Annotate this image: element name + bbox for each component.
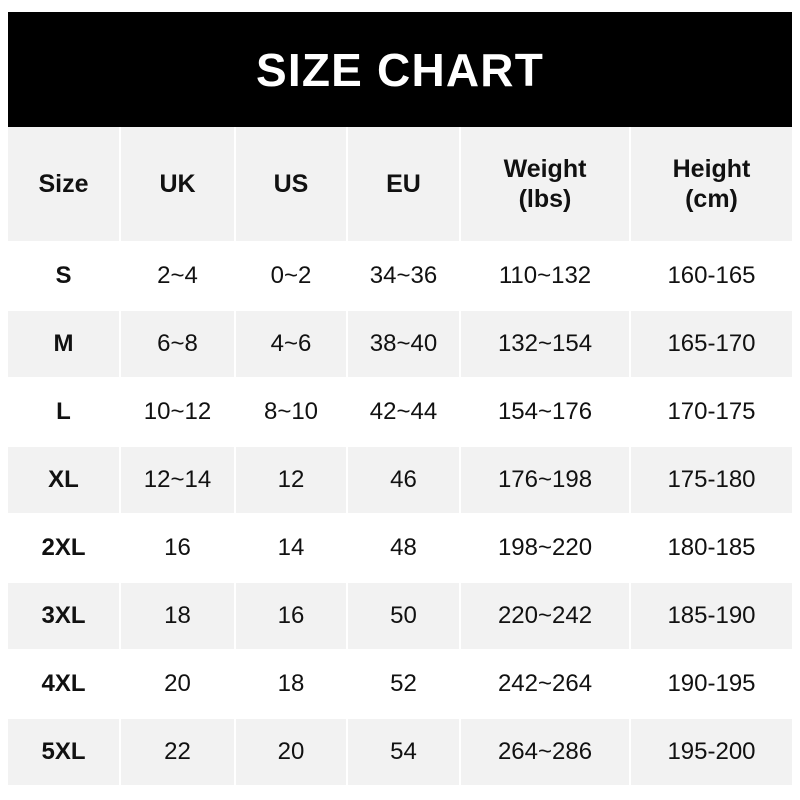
cell-weight: 110~132: [460, 242, 631, 311]
column-header-us-label: US: [273, 169, 309, 198]
cell-us: 20: [235, 718, 348, 787]
cell-eu: 50: [347, 582, 461, 651]
table-body: S 2~4 0~2 34~36 110~132 160-165 M 6~8 4~…: [8, 242, 792, 787]
cell-weight: 220~242: [460, 582, 631, 651]
cell-uk: 12~14: [120, 446, 236, 515]
cell-size: 4XL: [8, 650, 121, 719]
cell-us: 16: [235, 582, 348, 651]
cell-height: 165-170: [630, 310, 792, 379]
table-row: XL 12~14 12 46 176~198 175-180: [8, 446, 792, 515]
table-row: L 10~12 8~10 42~44 154~176 170-175: [8, 378, 792, 447]
cell-height: 190-195: [630, 650, 792, 719]
column-header-weight: Weight (lbs): [460, 127, 631, 243]
cell-uk: 22: [120, 718, 236, 787]
cell-eu: 46: [347, 446, 461, 515]
cell-uk: 20: [120, 650, 236, 719]
cell-eu: 54: [347, 718, 461, 787]
table-row: S 2~4 0~2 34~36 110~132 160-165: [8, 242, 792, 311]
size-chart-table: Size UK US EU Weight (lbs) Height (cm): [8, 127, 792, 787]
cell-height: 175-180: [630, 446, 792, 515]
column-header-eu-label: EU: [386, 169, 421, 198]
cell-size: 3XL: [8, 582, 121, 651]
cell-us: 8~10: [235, 378, 348, 447]
cell-eu: 52: [347, 650, 461, 719]
cell-size: XL: [8, 446, 121, 515]
column-header-size: Size: [8, 127, 121, 243]
cell-uk: 6~8: [120, 310, 236, 379]
cell-eu: 42~44: [347, 378, 461, 447]
column-header-uk-label: UK: [159, 169, 196, 198]
cell-height: 160-165: [630, 242, 792, 311]
column-header-weight-label: Weight: [503, 154, 587, 183]
column-header-height: Height (cm): [630, 127, 792, 243]
cell-size: S: [8, 242, 121, 311]
cell-height: 185-190: [630, 582, 792, 651]
cell-us: 12: [235, 446, 348, 515]
column-header-eu: EU: [347, 127, 461, 243]
column-header-height-unit: (cm): [685, 185, 738, 213]
cell-size: M: [8, 310, 121, 379]
column-header-weight-unit: (lbs): [518, 185, 572, 213]
table-row: 3XL 18 16 50 220~242 185-190: [8, 582, 792, 651]
cell-uk: 16: [120, 514, 236, 583]
column-header-us: US: [235, 127, 348, 243]
cell-weight: 198~220: [460, 514, 631, 583]
cell-us: 18: [235, 650, 348, 719]
cell-weight: 176~198: [460, 446, 631, 515]
cell-uk: 18: [120, 582, 236, 651]
cell-us: 0~2: [235, 242, 348, 311]
column-header-uk: UK: [120, 127, 236, 243]
cell-eu: 38~40: [347, 310, 461, 379]
cell-us: 14: [235, 514, 348, 583]
column-header-height-label: Height: [672, 154, 751, 183]
cell-uk: 2~4: [120, 242, 236, 311]
table-row: 4XL 20 18 52 242~264 190-195: [8, 650, 792, 719]
cell-eu: 34~36: [347, 242, 461, 311]
title-banner: SIZE CHART: [8, 12, 792, 127]
table-row: 2XL 16 14 48 198~220 180-185: [8, 514, 792, 583]
cell-eu: 48: [347, 514, 461, 583]
cell-weight: 154~176: [460, 378, 631, 447]
cell-height: 195-200: [630, 718, 792, 787]
column-header-size-label: Size: [38, 169, 89, 198]
cell-us: 4~6: [235, 310, 348, 379]
cell-weight: 242~264: [460, 650, 631, 719]
cell-height: 170-175: [630, 378, 792, 447]
cell-weight: 264~286: [460, 718, 631, 787]
size-chart: SIZE CHART Size UK US EU W: [8, 12, 792, 787]
cell-size: 5XL: [8, 718, 121, 787]
cell-size: 2XL: [8, 514, 121, 583]
table-row: 5XL 22 20 54 264~286 195-200: [8, 718, 792, 787]
table-row: M 6~8 4~6 38~40 132~154 165-170: [8, 310, 792, 379]
table-header-row: Size UK US EU Weight (lbs) Height (cm): [8, 127, 792, 243]
cell-uk: 10~12: [120, 378, 236, 447]
page-title: SIZE CHART: [256, 43, 544, 96]
cell-height: 180-185: [630, 514, 792, 583]
cell-size: L: [8, 378, 121, 447]
cell-weight: 132~154: [460, 310, 631, 379]
